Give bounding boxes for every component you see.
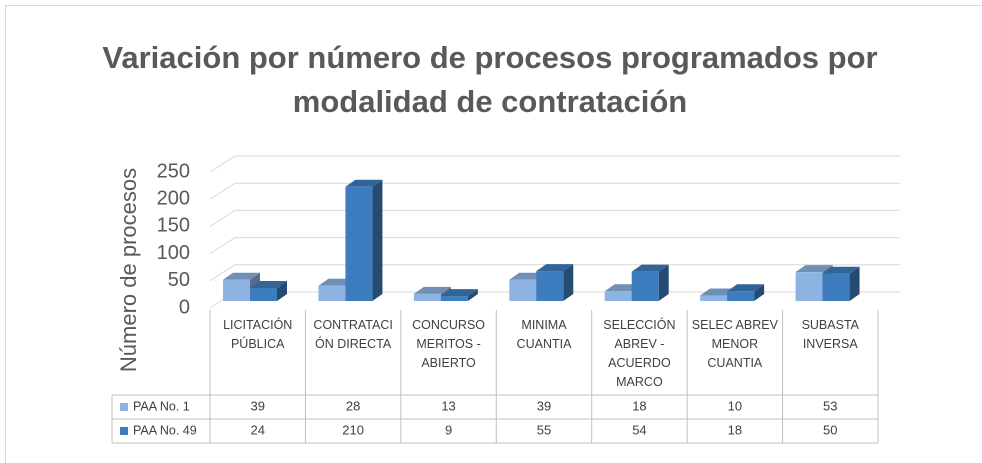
- table-value: 39: [250, 398, 264, 413]
- bar-side: [467, 289, 478, 301]
- bar: [631, 271, 659, 301]
- bar-top: [822, 266, 860, 274]
- bar-side: [658, 264, 669, 301]
- x-tick-label: SELECCIÓN ABREV - ACUERDO MARCO: [603, 318, 676, 389]
- bar-top: [413, 286, 451, 294]
- bar-side: [754, 284, 765, 301]
- grid-line: [209, 182, 900, 200]
- bar-top: [345, 179, 383, 187]
- y-tick-label: 50: [168, 269, 190, 291]
- grid-line: [209, 237, 900, 255]
- table-value: 50: [823, 422, 837, 437]
- bar: [822, 273, 850, 301]
- bar: [509, 279, 537, 301]
- grid-line: [209, 155, 900, 173]
- bar: [318, 285, 346, 301]
- table-value: 53: [823, 398, 837, 413]
- table-value: 28: [346, 398, 360, 413]
- bar: [223, 279, 250, 301]
- table-value: 54: [632, 422, 646, 437]
- bar: [345, 186, 373, 301]
- table-value: 24: [250, 422, 264, 437]
- legend-label: PAA No. 49: [133, 423, 197, 437]
- y-tick-label: 200: [157, 187, 190, 209]
- grid-line: [209, 264, 900, 282]
- y-tick-label: 100: [157, 242, 190, 264]
- bar: [727, 291, 755, 301]
- x-tick-label: CONCURSO MERITOS - ABIERTO: [412, 318, 486, 370]
- table-value: 18: [632, 398, 646, 413]
- x-tick-label: SUBASTA INVERSA: [801, 318, 859, 351]
- bar-top: [536, 264, 574, 272]
- y-tick-label: 250: [157, 160, 190, 182]
- bar: [536, 271, 564, 301]
- y-axis-label: Número de procesos: [116, 168, 141, 372]
- x-tick-label: SELEC ABREV MENOR CUANTIA: [691, 318, 778, 370]
- chart-title: Variación por número de procesos program…: [102, 40, 878, 119]
- legend-label: PAA No. 1: [133, 399, 190, 413]
- bar-top: [795, 265, 833, 273]
- grid-line: [209, 209, 900, 227]
- bar: [250, 287, 277, 301]
- table-value: 55: [537, 422, 551, 437]
- table-value: 39: [537, 398, 551, 413]
- bar-side: [277, 280, 287, 301]
- x-tick-label: CONTRATACIÓN DIRECTA: [313, 318, 393, 351]
- bar-side: [372, 179, 383, 301]
- table-value: 9: [445, 422, 452, 437]
- y-tick-label: 150: [157, 215, 190, 237]
- bar-top: [440, 289, 478, 297]
- bar: [604, 291, 632, 301]
- bar: [700, 295, 728, 301]
- bar: [413, 293, 441, 301]
- table-value: 10: [728, 398, 742, 413]
- bar-side: [563, 264, 574, 301]
- table-value: 210: [342, 422, 364, 437]
- bar-top: [631, 264, 669, 272]
- bar: [440, 296, 468, 301]
- table-value: 13: [441, 398, 455, 413]
- bar-top: [250, 280, 287, 288]
- x-tick-label: LICITACIÓN PÚBLICA: [223, 318, 293, 351]
- table-value: 18: [728, 422, 742, 437]
- bar-top: [223, 272, 260, 280]
- y-tick-label: 0: [179, 296, 190, 318]
- bar-side: [849, 266, 860, 301]
- chart-border: [5, 5, 982, 463]
- bar-top: [727, 284, 765, 292]
- x-tick-label: MINIMA CUANTIA: [516, 318, 572, 351]
- bar: [795, 272, 823, 301]
- legend-swatch: [120, 403, 128, 411]
- legend-swatch: [120, 427, 128, 435]
